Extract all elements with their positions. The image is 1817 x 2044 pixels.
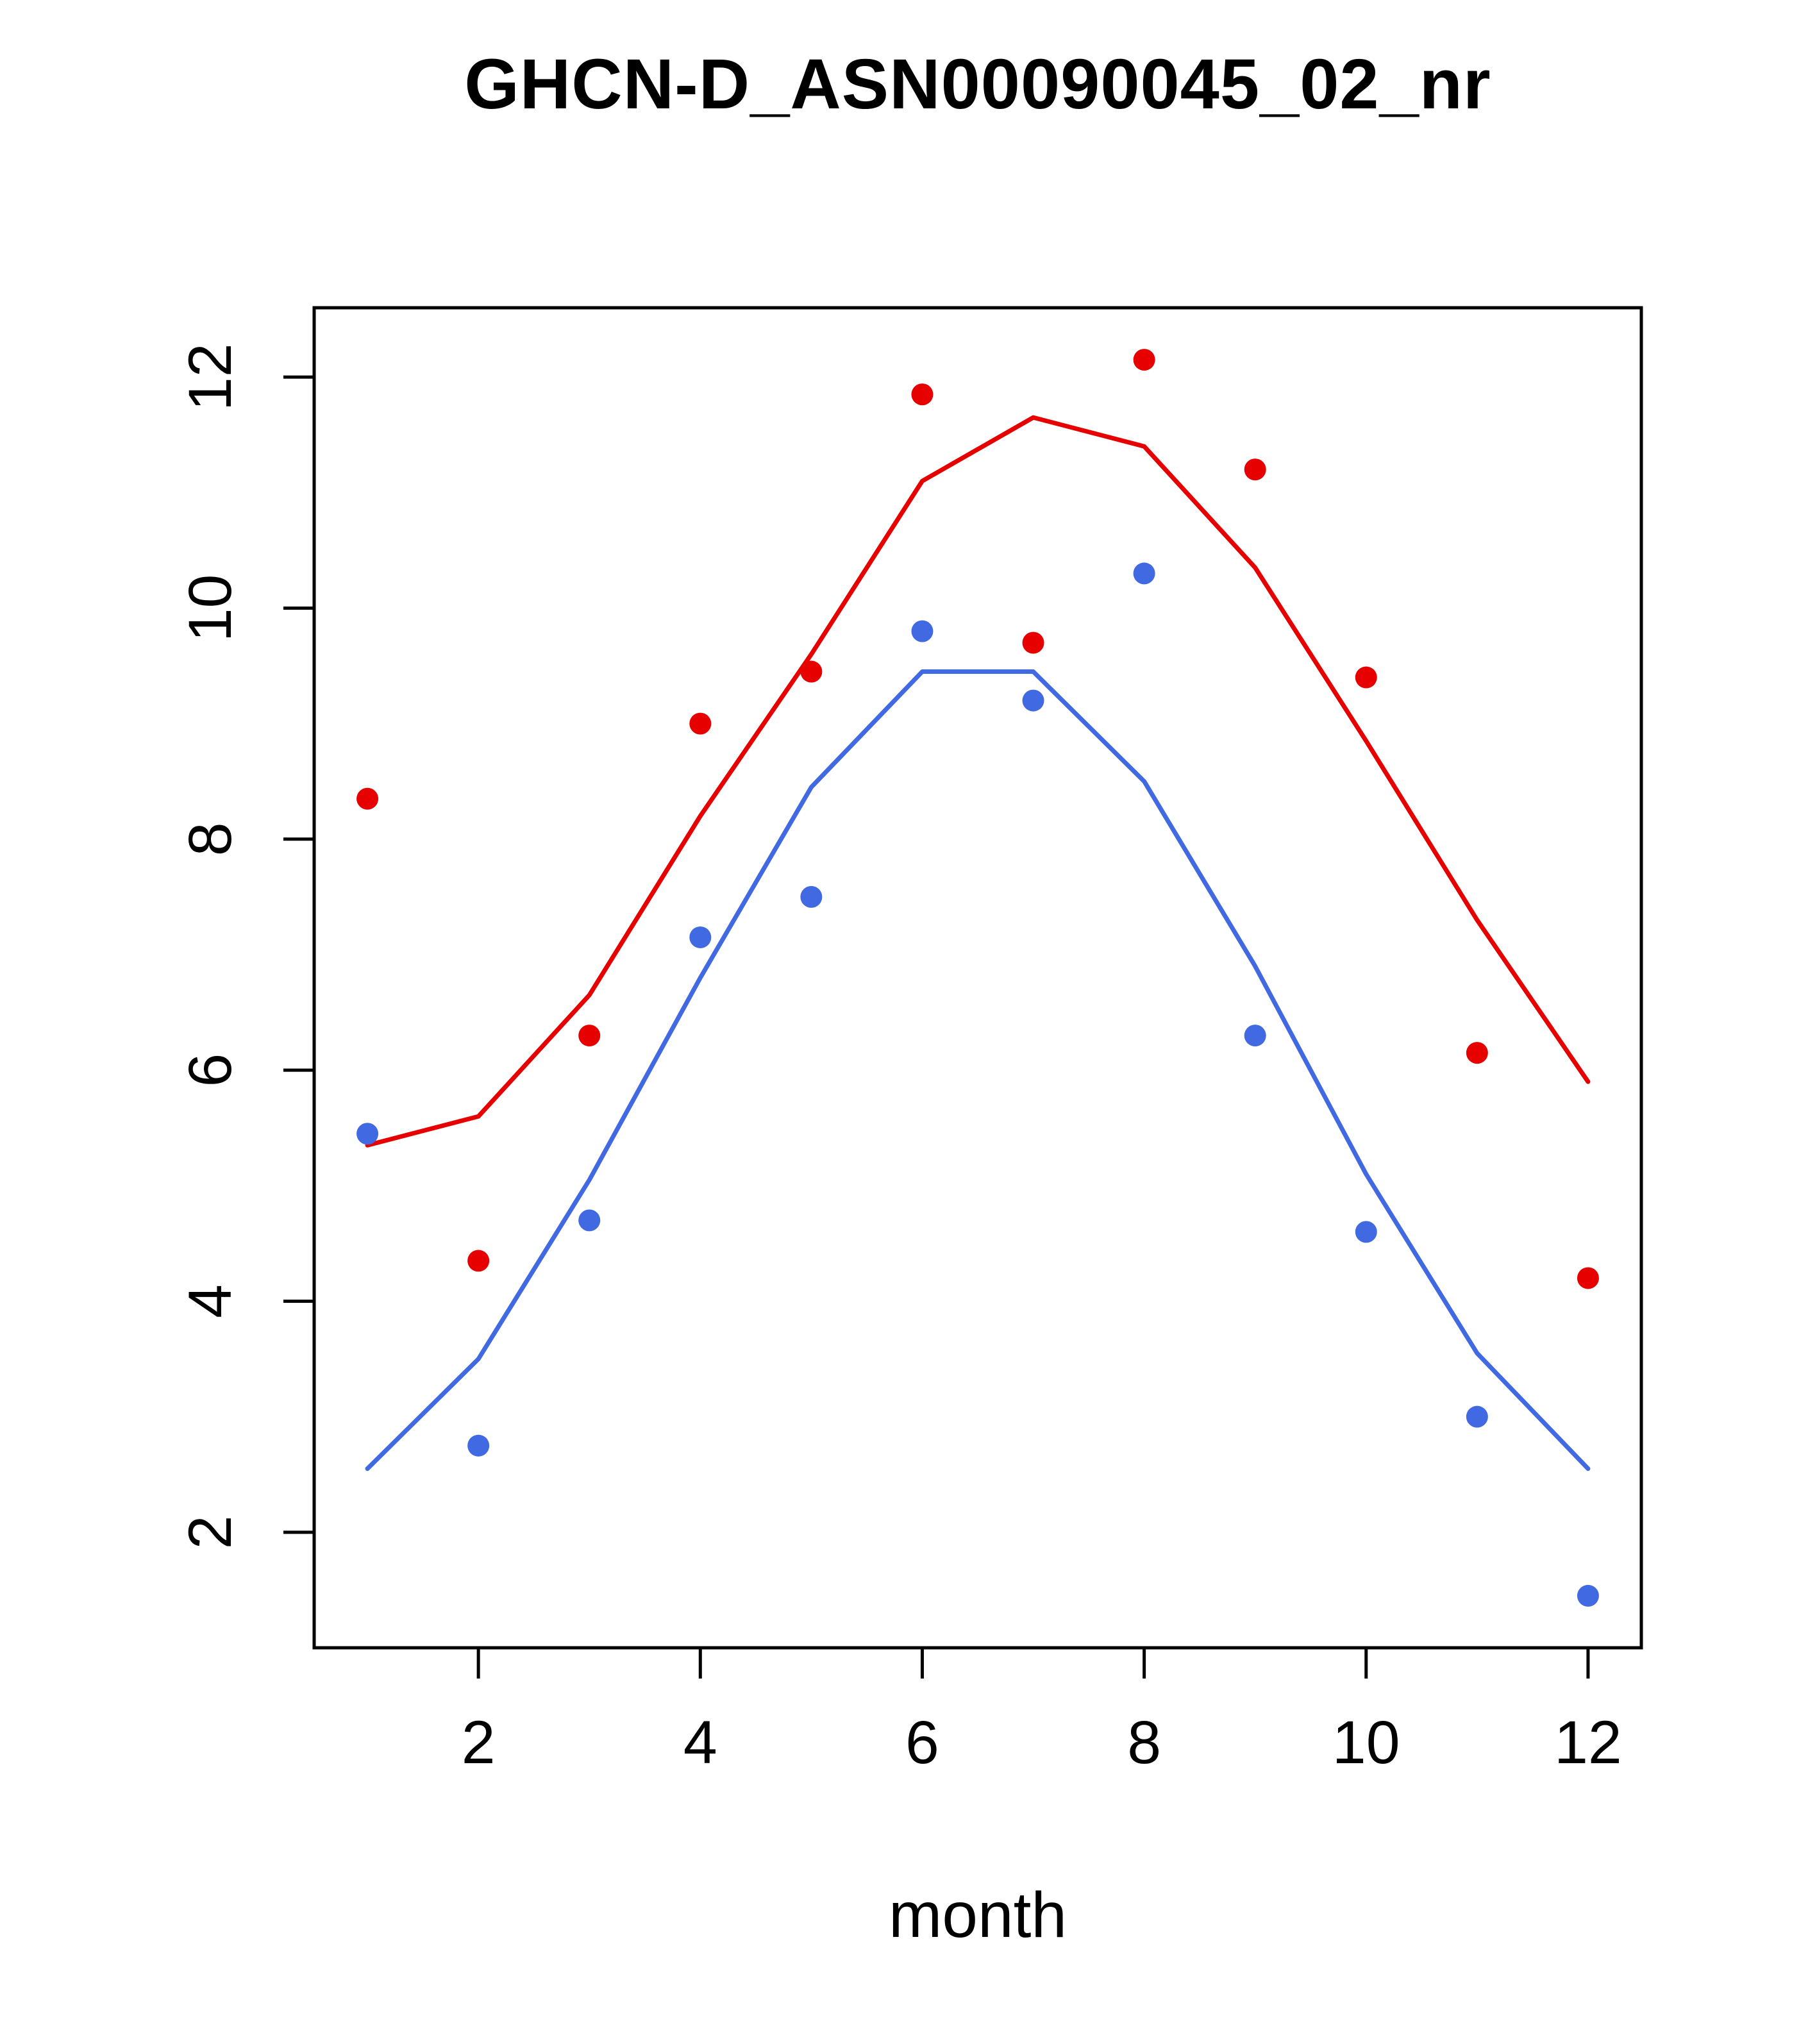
x-tick-label: 8 (1127, 1709, 1161, 1777)
x-axis-label: month (889, 1879, 1067, 1951)
x-tick-label: 12 (1554, 1709, 1622, 1777)
chart-title: GHCN-D_ASN00090045_02_nr (464, 45, 1491, 124)
red-points-point (1022, 632, 1044, 654)
x-tick-label: 6 (905, 1709, 939, 1777)
blue-points-point (578, 1209, 601, 1232)
blue-points-point (911, 620, 934, 642)
blue-points-point (467, 1434, 490, 1457)
y-tick-label: 12 (176, 343, 244, 411)
x-tick-label: 10 (1332, 1709, 1400, 1777)
blue-points-point (1133, 562, 1155, 585)
red-points-point (1577, 1267, 1599, 1289)
red-points-point (1466, 1042, 1488, 1064)
red-points-point (356, 787, 379, 810)
red-points-point (800, 660, 823, 683)
y-tick-label: 4 (176, 1284, 244, 1318)
plot-box (312, 306, 1643, 1650)
y-tick-label: 10 (176, 574, 244, 642)
blue-points-point (1355, 1221, 1377, 1243)
x-tick-label: 4 (683, 1709, 717, 1777)
red-points-point (689, 712, 712, 735)
red-line (365, 415, 1591, 1148)
blue-points-point (800, 885, 823, 908)
blue-line (365, 669, 1591, 1471)
red-points-point (1244, 458, 1266, 481)
red-points-point (1133, 349, 1155, 371)
red-points-point (911, 383, 934, 406)
red-points-point (1355, 666, 1377, 689)
y-tick-label: 6 (176, 1053, 244, 1087)
blue-points-point (1022, 689, 1044, 712)
y-tick-label: 8 (176, 822, 244, 856)
blue-points-point (1466, 1405, 1488, 1428)
y-tick-label: 2 (176, 1515, 244, 1549)
x-tick-label: 2 (462, 1709, 496, 1777)
blue-points-point (1577, 1584, 1599, 1607)
blue-points-point (689, 926, 712, 948)
red-points-point (467, 1250, 490, 1272)
red-points-point (578, 1025, 601, 1047)
blue-points-point (1244, 1025, 1266, 1047)
blue-points-point (356, 1123, 379, 1145)
